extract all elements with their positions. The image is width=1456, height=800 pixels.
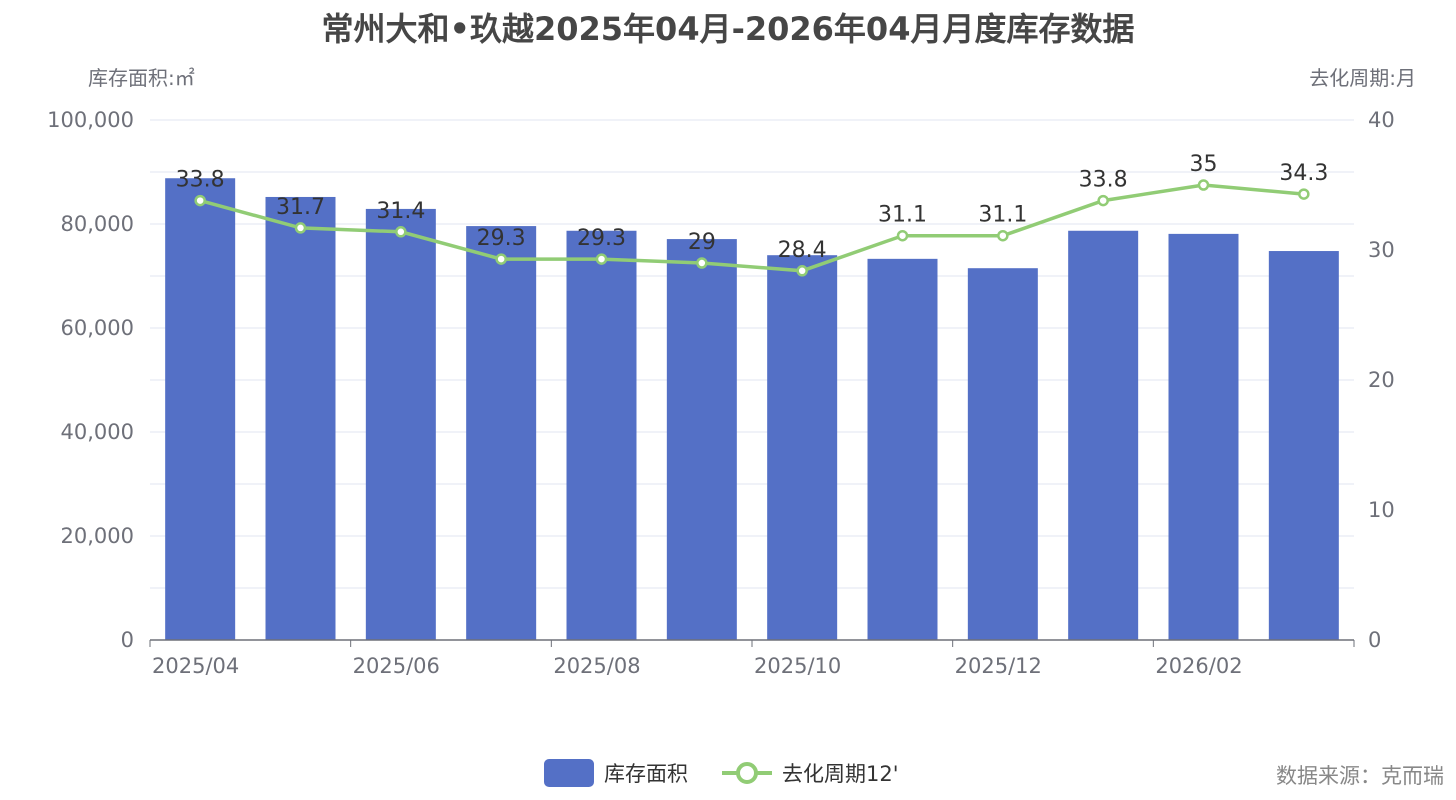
x-tick-label: 2025/10 xyxy=(754,654,841,678)
data-label: 29 xyxy=(688,230,716,255)
data-label: 31.7 xyxy=(276,195,325,220)
bar xyxy=(1168,233,1239,640)
bar xyxy=(566,230,637,640)
line-point xyxy=(1298,188,1310,200)
x-tick-label: 2025/12 xyxy=(955,654,1042,678)
legend-line[interactable]: 去化周期12' xyxy=(722,758,899,788)
right-tick-label: 20 xyxy=(1368,368,1395,392)
left-tick-label: 20,000 xyxy=(61,524,134,548)
bar xyxy=(867,258,938,640)
data-label: 29.3 xyxy=(477,226,526,251)
data-label: 31.4 xyxy=(376,199,425,224)
line-series xyxy=(199,183,1304,273)
data-label: 33.8 xyxy=(1079,168,1128,193)
legend-bar[interactable]: 库存面积 xyxy=(544,758,688,788)
data-label: 31.1 xyxy=(978,203,1027,228)
x-tick-label: 2025/04 xyxy=(152,654,239,678)
line-point xyxy=(294,222,307,234)
right-tick-label: 40 xyxy=(1368,108,1395,132)
data-label: 33.8 xyxy=(176,168,225,193)
data-label: 28.4 xyxy=(778,238,827,263)
bar xyxy=(365,208,436,641)
data-label: 31.1 xyxy=(878,203,927,228)
line-point xyxy=(1097,194,1109,207)
left-tick-label: 0 xyxy=(121,628,134,652)
chart-title: 常州大和•玖越2025年04月-2026年04月月度库存数据 xyxy=(321,10,1135,48)
bar xyxy=(265,196,336,640)
bar xyxy=(967,268,1038,640)
line-point xyxy=(495,253,507,265)
data-source: 数据来源：克而瑞 xyxy=(1276,764,1444,788)
bar xyxy=(666,239,737,640)
line-point xyxy=(696,257,708,269)
left-tick-label: 60,000 xyxy=(61,316,134,340)
legend-bar-swatch xyxy=(544,759,594,787)
data-label: 34.3 xyxy=(1279,161,1328,186)
line-point xyxy=(595,253,608,265)
right-axis-label: 去化周期:月 xyxy=(1309,66,1416,90)
bar xyxy=(165,178,236,641)
left-tick-label: 100,000 xyxy=(47,108,134,132)
bar xyxy=(767,255,838,640)
bar xyxy=(466,226,537,640)
left-tick-label: 40,000 xyxy=(61,420,134,444)
legend-line-label: 去化周期12' xyxy=(782,762,899,786)
x-tick-label: 2026/02 xyxy=(1155,654,1242,678)
x-tick-label: 2025/08 xyxy=(553,654,640,678)
data-label: 35 xyxy=(1190,152,1218,177)
x-tick-label: 2025/06 xyxy=(353,654,440,678)
bar xyxy=(1268,251,1339,641)
legend-line-swatch xyxy=(722,762,772,784)
line-point xyxy=(796,265,808,277)
line-point xyxy=(1197,179,1210,191)
left-axis-label: 库存面积:㎡ xyxy=(88,66,195,90)
line-point xyxy=(997,229,1009,242)
left-tick-label: 80,000 xyxy=(61,212,134,236)
line-point xyxy=(896,229,909,242)
legend-bar-label: 库存面积 xyxy=(604,762,688,786)
bar xyxy=(1068,230,1139,640)
data-label: 29.3 xyxy=(577,226,626,251)
right-tick-label: 0 xyxy=(1368,628,1381,652)
line-point xyxy=(194,194,206,207)
right-tick-label: 30 xyxy=(1368,238,1395,262)
right-tick-label: 10 xyxy=(1368,498,1395,522)
line-point xyxy=(395,226,407,238)
